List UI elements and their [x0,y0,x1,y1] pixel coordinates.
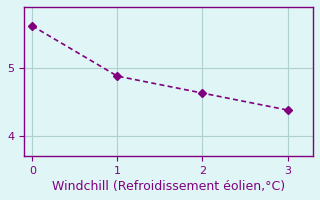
X-axis label: Windchill (Refroidissement éolien,°C): Windchill (Refroidissement éolien,°C) [52,180,285,193]
